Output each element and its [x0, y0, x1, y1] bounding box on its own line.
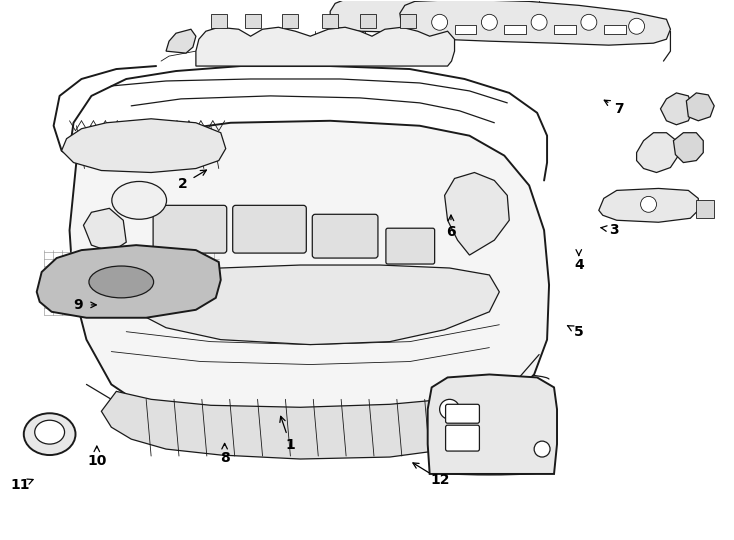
Polygon shape — [62, 119, 226, 172]
Ellipse shape — [89, 266, 153, 298]
Text: 10: 10 — [87, 454, 106, 468]
Bar — [211, 15, 227, 28]
Ellipse shape — [112, 181, 167, 219]
Text: 7: 7 — [614, 102, 624, 116]
Circle shape — [432, 15, 448, 30]
Circle shape — [641, 197, 656, 212]
Bar — [244, 15, 261, 28]
Polygon shape — [330, 0, 564, 33]
Bar — [283, 15, 298, 28]
Text: 9: 9 — [73, 298, 84, 312]
Polygon shape — [428, 374, 557, 474]
Bar — [697, 200, 714, 218]
Polygon shape — [196, 27, 454, 66]
Polygon shape — [101, 392, 507, 459]
Bar — [400, 15, 415, 28]
Circle shape — [628, 18, 644, 34]
Text: 2: 2 — [178, 177, 188, 191]
Text: 11: 11 — [10, 478, 30, 492]
Ellipse shape — [34, 420, 65, 444]
Text: 6: 6 — [446, 225, 456, 239]
Polygon shape — [673, 133, 703, 163]
Ellipse shape — [23, 413, 76, 455]
Polygon shape — [141, 265, 499, 345]
Text: 12: 12 — [430, 472, 450, 487]
Circle shape — [440, 400, 459, 419]
FancyBboxPatch shape — [312, 214, 378, 258]
Text: 4: 4 — [574, 258, 584, 272]
Polygon shape — [599, 188, 698, 222]
Polygon shape — [686, 93, 714, 121]
Polygon shape — [661, 93, 694, 125]
Polygon shape — [477, 377, 539, 434]
Polygon shape — [400, 0, 670, 45]
FancyBboxPatch shape — [446, 425, 479, 451]
Bar — [454, 25, 476, 34]
Polygon shape — [166, 29, 196, 53]
FancyBboxPatch shape — [153, 205, 227, 253]
Circle shape — [581, 15, 597, 30]
Circle shape — [534, 441, 550, 457]
Polygon shape — [84, 208, 126, 252]
Bar — [604, 25, 625, 34]
Polygon shape — [445, 172, 509, 255]
Polygon shape — [70, 121, 549, 431]
Polygon shape — [37, 245, 221, 318]
Text: 3: 3 — [609, 222, 619, 237]
Bar — [360, 15, 376, 28]
Text: 8: 8 — [219, 451, 230, 465]
Circle shape — [531, 15, 547, 30]
FancyBboxPatch shape — [233, 205, 306, 253]
FancyBboxPatch shape — [386, 228, 435, 264]
Text: 1: 1 — [286, 437, 295, 451]
Polygon shape — [636, 133, 678, 172]
Circle shape — [482, 15, 498, 30]
Text: 5: 5 — [574, 325, 584, 339]
Bar — [504, 25, 526, 34]
Bar — [554, 25, 576, 34]
FancyBboxPatch shape — [446, 404, 479, 423]
Bar — [322, 15, 338, 28]
